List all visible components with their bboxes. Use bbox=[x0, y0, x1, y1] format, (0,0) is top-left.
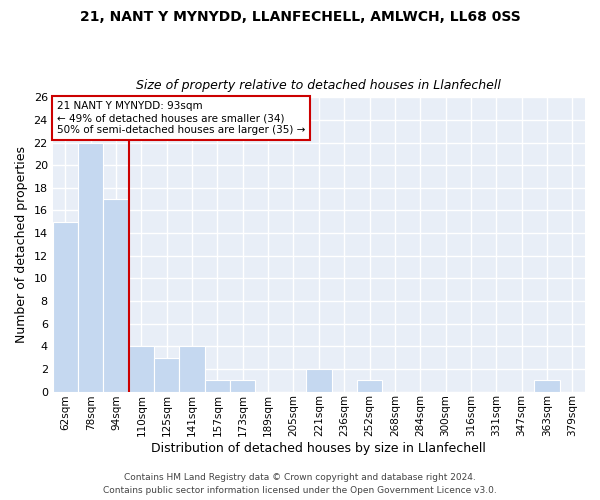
Text: 21, NANT Y MYNYDD, LLANFECHELL, AMLWCH, LL68 0SS: 21, NANT Y MYNYDD, LLANFECHELL, AMLWCH, … bbox=[80, 10, 520, 24]
Bar bbox=[103, 199, 129, 392]
Y-axis label: Number of detached properties: Number of detached properties bbox=[15, 146, 28, 343]
X-axis label: Distribution of detached houses by size in Llanfechell: Distribution of detached houses by size … bbox=[151, 442, 486, 455]
Bar bbox=[205, 380, 230, 392]
Text: 21 NANT Y MYNYDD: 93sqm
← 49% of detached houses are smaller (34)
50% of semi-de: 21 NANT Y MYNYDD: 93sqm ← 49% of detache… bbox=[57, 102, 305, 134]
Bar bbox=[78, 142, 103, 392]
Bar bbox=[129, 346, 154, 392]
Bar bbox=[154, 358, 179, 392]
Bar bbox=[306, 369, 332, 392]
Bar bbox=[179, 346, 205, 392]
Text: Contains HM Land Registry data © Crown copyright and database right 2024.
Contai: Contains HM Land Registry data © Crown c… bbox=[103, 474, 497, 495]
Bar bbox=[357, 380, 382, 392]
Bar bbox=[535, 380, 560, 392]
Bar bbox=[53, 222, 78, 392]
Title: Size of property relative to detached houses in Llanfechell: Size of property relative to detached ho… bbox=[136, 79, 501, 92]
Bar bbox=[230, 380, 256, 392]
